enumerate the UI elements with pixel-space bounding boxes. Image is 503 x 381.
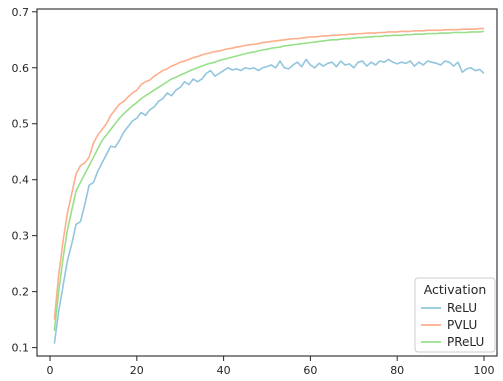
legend-label-prelu: PReLU — [447, 335, 484, 349]
legend: Activation ReLU PVLU PReLU — [414, 277, 496, 353]
legend-label-relu: ReLU — [447, 301, 477, 315]
series-layer — [53, 27, 485, 344]
legend-title: Activation — [424, 282, 487, 297]
x-tick-label: 20 — [130, 364, 144, 377]
y-tick-label: 0.4 — [12, 174, 30, 187]
y-tick-label: 0.7 — [12, 6, 30, 19]
x-tick-label: 60 — [303, 364, 317, 377]
x-tick-label: 100 — [473, 364, 494, 377]
x-tick-label: 0 — [47, 364, 54, 377]
legend-box — [414, 277, 496, 353]
y-tick-label: 0.5 — [12, 118, 30, 131]
x-tick-label: 80 — [390, 364, 404, 377]
series-line-pvlu — [53, 27, 484, 320]
y-axis: 0.1 0.2 0.3 0.4 0.5 0.6 0.7 — [12, 6, 37, 355]
y-tick-label: 0.3 — [12, 230, 30, 243]
y-tick-label: 0.6 — [12, 62, 30, 75]
x-tick-label: 40 — [217, 364, 231, 377]
y-tick-label: 0.1 — [12, 342, 30, 355]
series-line-relu — [53, 58, 485, 344]
legend-label-pvlu: PVLU — [447, 318, 477, 332]
series-line-prelu — [53, 30, 485, 331]
x-axis: 0 20 40 60 80 100 — [47, 356, 494, 377]
y-tick-label: 0.2 — [12, 286, 30, 299]
